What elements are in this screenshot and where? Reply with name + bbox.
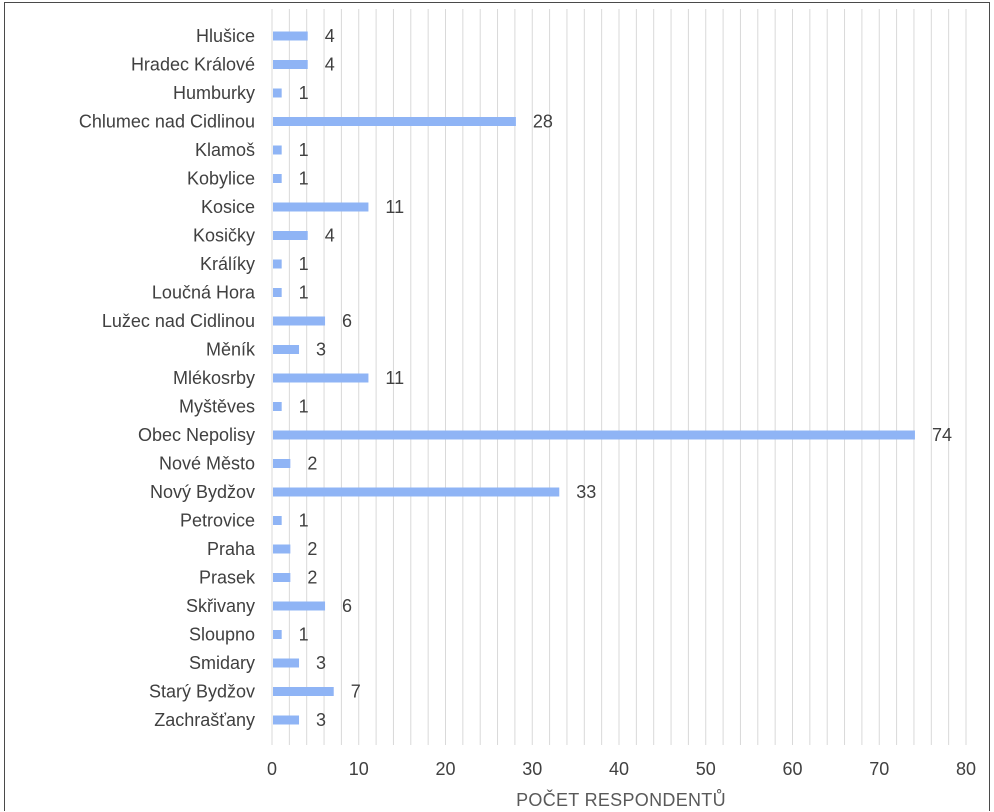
bar-2 [273,88,282,98]
data-label-9: 1 [299,283,309,303]
category-label-21: Sloupno [189,625,255,645]
bar-12 [273,373,369,383]
bar-4 [273,145,282,155]
data-label-4: 1 [299,140,309,160]
bar-3 [273,117,516,126]
category-label-8: Králíky [200,254,255,274]
category-label-7: Kosičky [193,226,255,246]
x-tick-label-20: 20 [435,759,455,779]
category-label-23: Starý Bydžov [149,682,255,702]
data-label-13: 1 [299,397,309,417]
bar-19 [273,573,291,582]
bar-1 [273,60,308,69]
x-tick-label-10: 10 [349,759,369,779]
category-label-1: Hradec Králové [131,55,255,75]
bar-23 [273,687,334,696]
category-label-2: Humburky [173,83,255,103]
data-label-24: 3 [316,710,326,730]
category-label-6: Kosice [201,197,255,217]
data-label-21: 1 [299,625,309,645]
category-label-3: Chlumec nad Cidlinou [79,112,255,132]
x-tick-label-30: 30 [522,759,542,779]
x-tick-label-0: 0 [267,759,277,779]
bar-7 [273,231,308,240]
bar-0 [273,31,308,41]
data-label-22: 3 [316,653,326,673]
data-label-10: 6 [342,311,352,331]
data-label-16: 33 [576,482,596,502]
bar-15 [273,459,291,468]
bar-17 [273,516,282,525]
bar-9 [273,288,282,297]
category-label-22: Smidary [189,653,255,673]
x-tick-labels: 0 10 20 30 40 50 60 70 80 [267,759,976,779]
bar-21 [273,630,282,639]
category-label-15: Nové Město [159,454,255,474]
category-label-4: Klamoš [195,140,255,160]
category-label-14: Obec Nepolisy [138,425,255,445]
bar-14 [273,430,915,440]
x-tick-label-40: 40 [609,759,629,779]
bar-5 [273,174,282,183]
data-label-11: 3 [316,340,326,360]
x-tick-label-80: 80 [956,759,976,779]
bar-13 [273,402,282,411]
data-label-5: 1 [299,169,309,189]
data-label-0: 4 [325,26,335,46]
x-tick-label-70: 70 [869,759,889,779]
category-label-12: Mlékosrby [173,368,255,388]
x-tick-label-50: 50 [696,759,716,779]
data-label-2: 1 [299,83,309,103]
data-label-8: 1 [299,254,309,274]
bar-20 [273,601,326,611]
data-label-15: 2 [307,454,317,474]
category-label-13: Myštěves [179,397,255,417]
data-label-12: 11 [385,368,404,388]
data-label-6: 11 [385,197,404,217]
bars [273,31,915,725]
data-label-20: 6 [342,596,352,616]
bar-24 [273,715,300,725]
data-label-7: 4 [325,226,335,246]
data-label-1: 4 [325,55,335,75]
bar-22 [273,658,300,668]
category-label-9: Loučná Hora [152,283,256,303]
bar-6 [273,202,369,212]
category-label-18: Praha [207,539,256,559]
category-label-17: Petrovice [180,511,255,531]
data-label-18: 2 [307,539,317,559]
bar-chart: Hlušice Hradec Králové Humburky Chlumec nad… [79,9,976,810]
bar-18 [273,544,291,554]
bar-8 [273,259,282,269]
category-label-20: Skřivany [186,596,255,616]
data-label-17: 1 [299,511,309,531]
x-axis-title: POČET RESPONDENTŮ [516,789,726,810]
gridlines [271,9,967,745]
category-label-24: Zachrašťany [154,710,255,730]
data-label-19: 2 [307,568,317,588]
category-label-11: Měník [206,340,256,360]
category-labels: Hlušice Hradec Králové Humburky Chlumec nad… [79,26,256,730]
bar-10 [273,316,326,326]
bar-11 [273,345,300,354]
x-tick-label-60: 60 [782,759,802,779]
category-label-0: Hlušice [196,26,255,46]
category-label-10: Lužec nad Cidlinou [102,311,255,331]
data-label-3: 28 [533,112,553,132]
category-label-16: Nový Bydžov [150,482,255,502]
data-label-23: 7 [351,682,361,702]
data-label-14: 74 [932,425,952,445]
bar-16 [273,487,560,497]
category-label-19: Prasek [199,568,256,588]
chart-frame: Hlušice Hradec Králové Humburky Chlumec nad… [4,2,990,811]
category-label-5: Kobylice [187,169,255,189]
